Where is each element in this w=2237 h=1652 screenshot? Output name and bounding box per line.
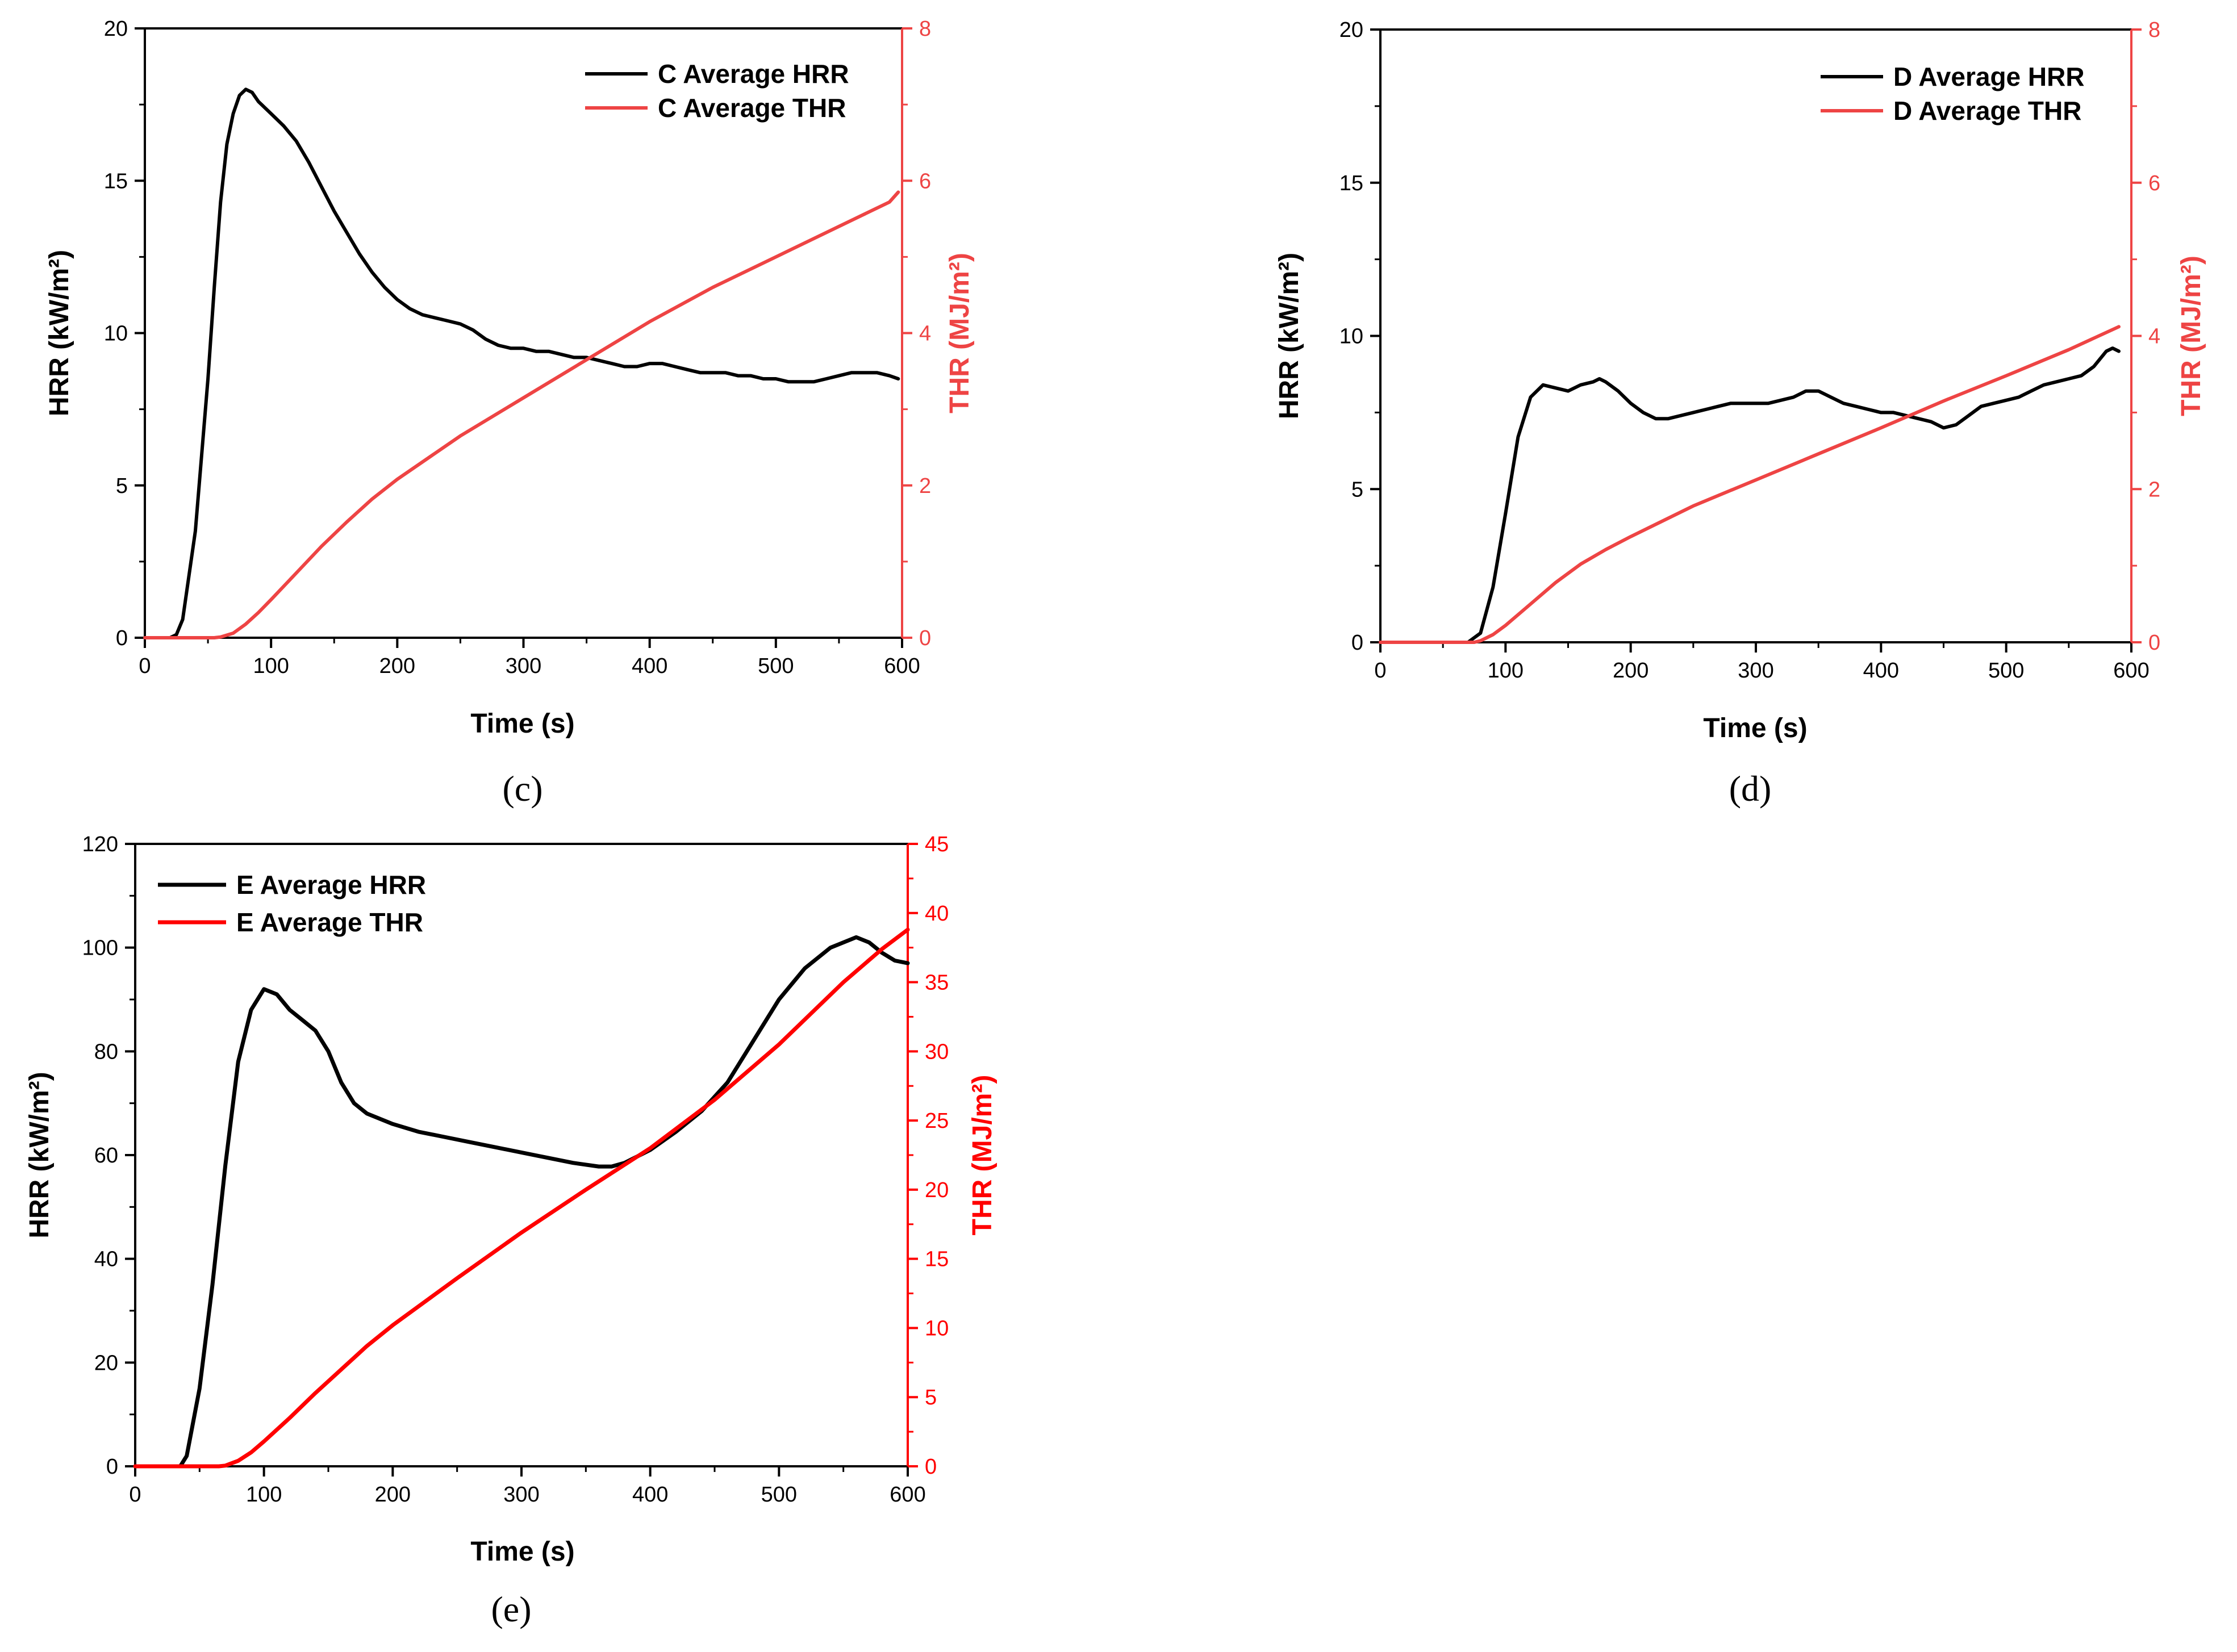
chart-e-y-tick-label: 100 [82,936,118,960]
chart-c-y-tick-label: 10 [104,322,128,346]
chart-c-y2-tick-label: 2 [919,474,931,498]
chart-d-y2-tick-label: 8 [2148,18,2160,42]
chart-e-x-tick-label: 400 [632,1483,668,1507]
chart-e-y2-tick-label: 45 [925,833,949,856]
chart-d-y-tick-label: 5 [1351,478,1363,501]
chart-e-x-label: Time (s) [470,1537,574,1567]
chart-d-x-tick-label: 600 [2113,659,2149,683]
chart-d-legend-label-hrr: D Average HRR [1893,62,2085,91]
chart-e-y-tick-label: 80 [94,1040,118,1064]
chart-e-y2-tick-label: 5 [925,1386,937,1410]
chart-d-legend-label-thr: D Average THR [1893,96,2081,126]
chart-e-x-tick-label: 600 [890,1483,925,1507]
chart-c-series-thr-line [143,190,900,639]
chart-e-y2-tick-label: 35 [925,971,949,995]
chart-c-y2-tick-label: 4 [919,322,931,346]
chart-e-y-tick-label: 60 [94,1144,118,1168]
chart-e-y-tick-label: 120 [82,833,118,856]
chart-c-y-tick-label: 0 [116,626,128,650]
chart-c-y-tick-label: 5 [116,474,128,498]
chart-e-y-tick-label: 20 [94,1351,118,1375]
chart-c-caption: (c) [502,768,542,809]
chart-e-x-tick-label: 100 [246,1483,282,1507]
chart-d-y-tick-label: 15 [1339,172,1363,195]
chart-e-y2-tick-label: 10 [925,1316,949,1340]
chart-d-x-tick-label: 300 [1738,659,1773,683]
chart-c-y2-tick-label: 6 [919,169,931,193]
chart-e-series-hrr-line [133,935,910,1469]
chart-panel-c: (c) 0 100 200 300 400 500 6000510152002468Time… [44,17,975,809]
chart-e-y2-tick-label: 20 [925,1178,949,1202]
chart-c-y-tick-label: 15 [104,169,128,193]
chart-d-y-tick-label: 20 [1339,18,1363,42]
chart-c-x-tick-label: 200 [379,654,415,678]
chart-d-x-tick-label: 400 [1863,659,1899,683]
chart-e-x-tick-label: 0 [129,1483,141,1507]
chart-e-x-tick-label: 300 [503,1483,539,1507]
chart-c-y2-label: THR (MJ/m²) [945,253,975,413]
chart-e-x-tick-label: 500 [761,1483,797,1507]
chart-c-x-tick-label: 600 [884,654,920,678]
chart-c-y2-tick-label: 8 [919,17,931,41]
chart-d-y2-tick-label: 4 [2148,325,2160,349]
chart-c-legend-label-hrr: C Average HRR [658,59,849,89]
chart-e-y2-tick-label: 15 [925,1248,949,1272]
chart-e-y-label: HRR (kW/m²) [24,1072,55,1238]
chart-d-y-tick-label: 10 [1339,325,1363,349]
chart-c-series-hrr-line [143,87,900,639]
chart-e-y2-label: THR (MJ/m²) [967,1075,998,1236]
chart-d-x-tick-label: 0 [1374,659,1386,683]
chart-e-legend-label-thr: E Average THR [236,907,423,937]
chart-d-y2-tick-label: 6 [2148,172,2160,195]
chart-c-y-label: HRR (kW/m²) [44,250,74,416]
chart-e-caption: (e) [491,1589,531,1629]
chart-d-series-hrr-line [1379,346,2121,644]
chart-c-x-label: Time (s) [470,709,574,739]
chart-d-caption: (d) [1729,768,1772,809]
chart-d-y-label: HRR (kW/m²) [1274,253,1304,419]
chart-c-x-tick-label: 400 [632,654,667,678]
chart-d-series-thr-line [1379,325,2121,644]
chart-d-x-tick-label: 500 [1988,659,2024,683]
chart-c-y2-tick-label: 0 [919,626,931,650]
chart-d-x-tick-label: 200 [1613,659,1648,683]
chart-panel-e: (e) 0 100 200 300 400 500 60002040608010012005… [24,833,998,1629]
chart-e-x-tick-label: 200 [375,1483,411,1507]
chart-e-y2-tick-label: 30 [925,1040,949,1064]
chart-d-x-tick-label: 100 [1488,659,1524,683]
chart-c-y-tick-label: 20 [104,17,128,41]
chart-e-legend-label-hrr: E Average HRR [236,870,426,900]
chart-d-y2-tick-label: 0 [2148,631,2160,655]
chart-c-x-tick-label: 0 [139,654,151,678]
chart-c-x-tick-label: 100 [253,654,289,678]
chart-e-y2-tick-label: 25 [925,1109,949,1133]
chart-c-x-tick-label: 300 [506,654,541,678]
chart-e-y-tick-label: 40 [94,1248,118,1272]
chart-c-x-tick-label: 500 [758,654,794,678]
chart-d-y2-tick-label: 2 [2148,478,2160,501]
chart-e-y2-tick-label: 40 [925,902,949,926]
chart-d-x-label: Time (s) [1703,713,1807,743]
chart-d-y2-label: THR (MJ/m²) [2176,256,2206,416]
chart-d-y-tick-label: 0 [1351,631,1363,655]
chart-e-y2-tick-label: 0 [925,1455,937,1479]
chart-e-y-tick-label: 0 [106,1455,118,1479]
chart-c-legend-label-thr: C Average THR [658,93,846,123]
chart-panel-d: (d) 0 100 200 300 400 500 6000510152002468Time… [1274,18,2206,809]
chart-e-series-thr-line [133,927,910,1469]
